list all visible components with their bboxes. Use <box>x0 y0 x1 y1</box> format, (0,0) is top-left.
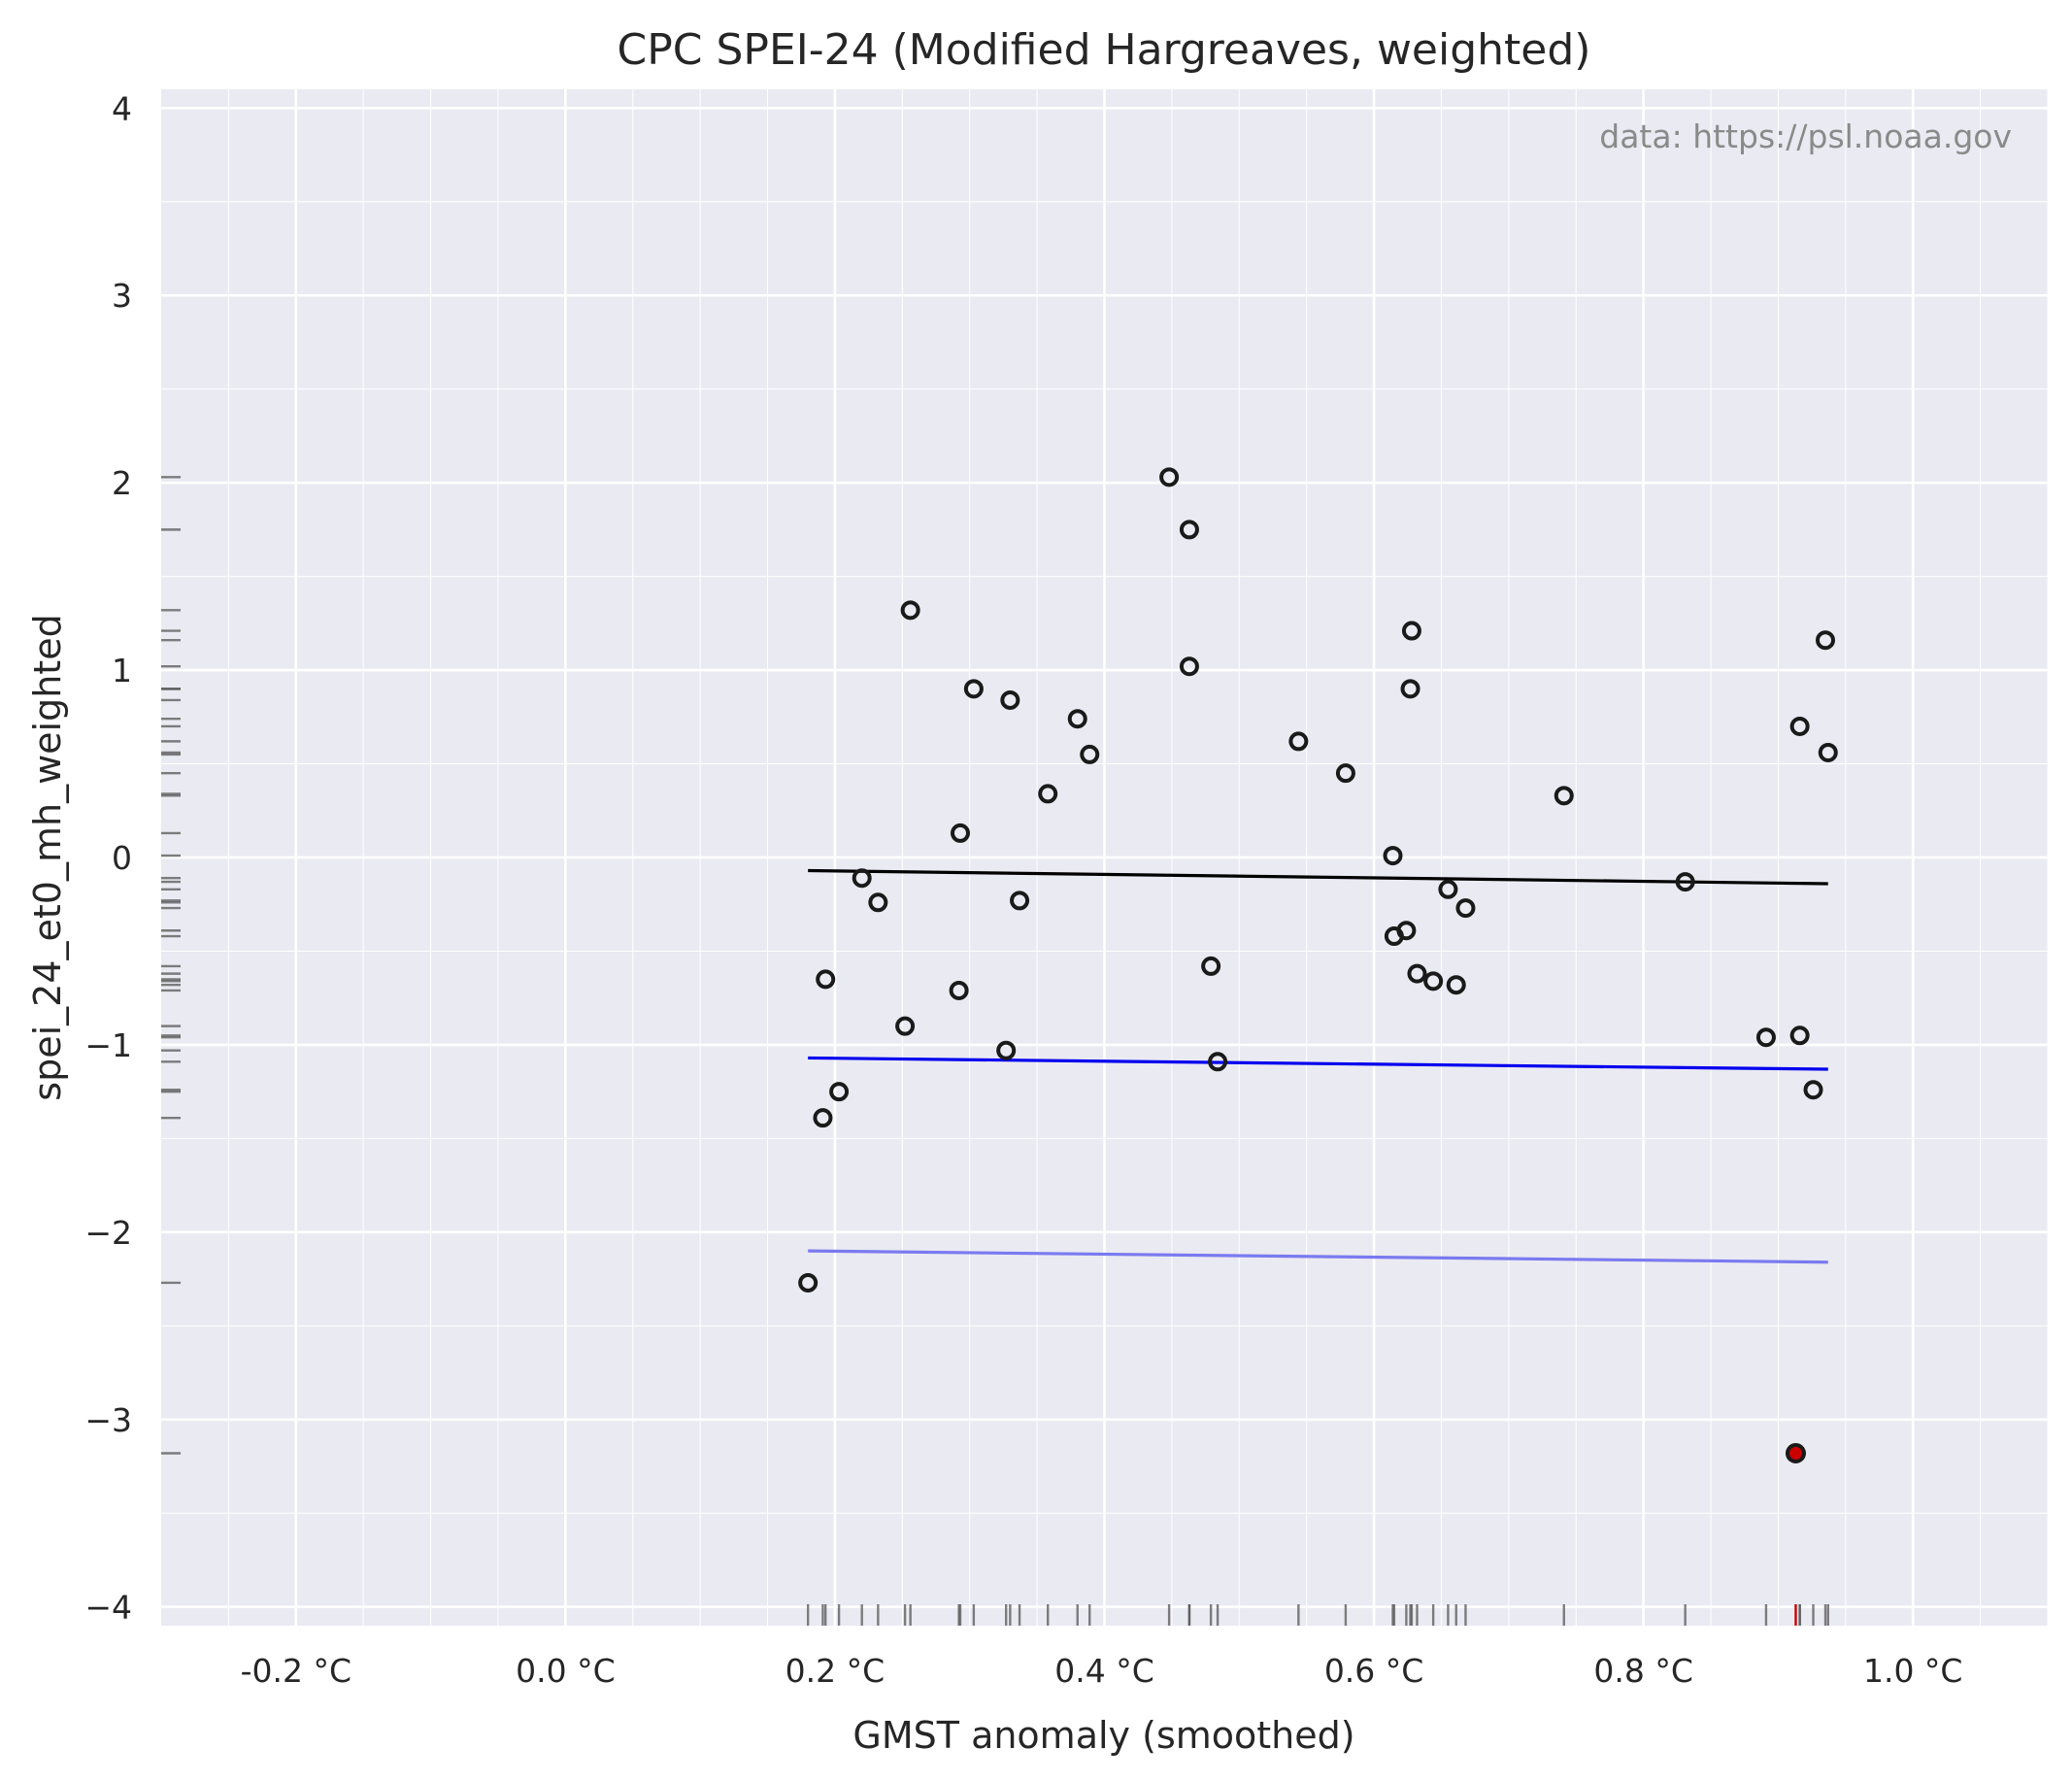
fit-line <box>808 1056 1828 1071</box>
fit-line <box>808 1249 1828 1264</box>
y-rug <box>161 476 181 1455</box>
data-point <box>950 823 970 843</box>
data-point <box>1067 709 1087 729</box>
data-point <box>996 1040 1017 1060</box>
data-point <box>1818 742 1838 762</box>
x-rug <box>806 1604 1829 1626</box>
y-tick-label: 0 <box>112 839 132 877</box>
data-point <box>1159 467 1180 487</box>
x-tick-label: 0.0 °C <box>516 1652 616 1690</box>
data-point <box>816 969 836 990</box>
fit-line <box>808 868 1828 886</box>
data-point <box>829 1082 850 1102</box>
scatter-points <box>798 467 1838 1293</box>
data-point <box>1080 744 1100 764</box>
data-point <box>1010 890 1030 911</box>
data-point <box>1438 879 1458 899</box>
x-tick-label: 1.0 °C <box>1863 1652 1963 1690</box>
data-point <box>1000 689 1020 710</box>
y-tick-label: −4 <box>84 1589 132 1627</box>
data-point <box>1383 846 1403 866</box>
data-point <box>1179 520 1199 540</box>
highlight-group <box>1785 1443 1806 1464</box>
data-point <box>1423 971 1444 991</box>
data-point <box>1789 1025 1810 1046</box>
data-point <box>895 1016 916 1036</box>
data-point <box>1401 621 1421 641</box>
data-point <box>963 679 984 699</box>
x-axis-label: GMST anomaly (smoothed) <box>852 1714 1354 1757</box>
y-tick-label: −3 <box>84 1401 132 1439</box>
y-tick-label: 1 <box>112 652 132 689</box>
y-tick-label: 4 <box>112 89 132 127</box>
major-grid <box>161 89 2048 1626</box>
data-point <box>852 868 872 889</box>
data-point <box>1803 1080 1823 1100</box>
data-point <box>1755 1027 1776 1048</box>
data-point <box>1335 763 1355 784</box>
data-point <box>949 980 969 1000</box>
data-point <box>1455 898 1476 919</box>
data-point <box>1407 963 1427 984</box>
x-tick-label: 0.8 °C <box>1593 1652 1693 1690</box>
chart-title: CPC SPEI-24 (Modified Hargreaves, weight… <box>618 25 1591 75</box>
x-axis-ticks: -0.2 °C 0.0 °C 0.2 °C 0.4 °C 0.6 °C 0.8 °C 1.0… <box>241 1652 1963 1690</box>
x-tick-label: -0.2 °C <box>241 1652 351 1690</box>
data-point <box>1038 784 1058 804</box>
data-point <box>900 600 920 621</box>
highlight-point <box>1785 1443 1806 1464</box>
x-tick-label: 0.4 °C <box>1054 1652 1154 1690</box>
y-tick-label: −1 <box>84 1026 132 1064</box>
fit-lines <box>808 868 1828 1264</box>
data-point <box>1554 786 1574 806</box>
data-point <box>1789 716 1810 736</box>
y-axis-ticks: 4 3 2 1 0 −1 −2 −3 −4 <box>84 89 132 1626</box>
data-point <box>1446 975 1466 995</box>
source-note: data: https://psl.noaa.gov <box>1599 118 2012 155</box>
data-point <box>1288 731 1309 752</box>
data-point <box>1208 1052 1228 1072</box>
y-axis-label: spei_24_et0_mh_weighted <box>26 614 69 1100</box>
data-point <box>1396 921 1417 941</box>
data-point <box>868 892 888 913</box>
x-tick-label: 0.6 °C <box>1324 1652 1424 1690</box>
data-point <box>1400 679 1420 699</box>
y-tick-label: −2 <box>84 1214 132 1252</box>
data-point <box>1816 630 1836 651</box>
data-point <box>1201 956 1221 976</box>
x-tick-label: 0.2 °C <box>785 1652 886 1690</box>
data-point <box>1179 656 1199 677</box>
data-point <box>813 1108 833 1128</box>
y-tick-label: 3 <box>112 277 132 315</box>
data-point <box>1675 872 1695 892</box>
y-tick-label: 2 <box>112 464 132 502</box>
data-point <box>798 1272 819 1293</box>
